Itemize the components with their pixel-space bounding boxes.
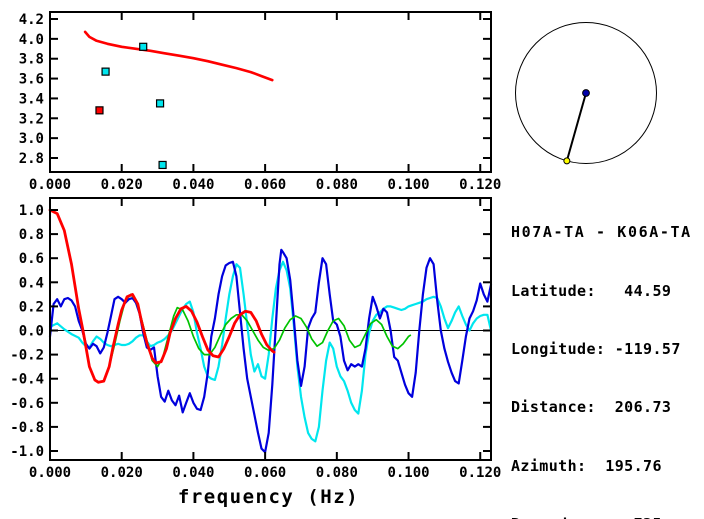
x-tick-label: 0.020	[101, 465, 143, 481]
records-row: Records: 725	[511, 515, 692, 519]
dispersion-marker	[155, 99, 165, 108]
x-tick-label: 0.120	[459, 177, 501, 193]
x-tick-label: 0.080	[316, 177, 358, 193]
distance-row: Distance: 206.73	[511, 398, 672, 417]
latitude-row: Latitude: 44.59	[511, 282, 672, 301]
x-tick-label: 0.040	[172, 177, 214, 193]
x-tick-label: 0.020	[101, 177, 143, 193]
series-reference-dispersion-curve	[83, 30, 274, 82]
x-tick-label: 0.060	[244, 177, 286, 193]
y-tick-label: 0.0	[19, 324, 44, 340]
y-tick-label: 0.6	[19, 251, 44, 267]
y-tick-label: 4.0	[19, 32, 44, 48]
y-tick-label: 3.4	[19, 91, 44, 107]
x-tick-label: 0.040	[172, 465, 214, 481]
station-info-panel: H07A-TA - K06A-TA Latitude: 44.59 Longit…	[511, 184, 692, 519]
y-tick-label: 3.6	[19, 72, 44, 88]
x-tick-label: 0.100	[387, 177, 429, 193]
y-tick-label: 4.2	[19, 12, 44, 28]
y-tick-label: -0.8	[10, 420, 44, 436]
y-tick-label: -0.2	[10, 348, 44, 364]
y-tick-label: -0.4	[10, 372, 44, 388]
x-tick-label: 0.060	[244, 465, 286, 481]
station-pair-title: H07A-TA - K06A-TA	[511, 222, 692, 241]
y-tick-label: -1.0	[10, 444, 44, 460]
series-red-trace	[48, 208, 276, 384]
y-tick-label: 0.2	[19, 299, 44, 315]
azimuth-row: Azimuth: 195.76	[511, 456, 662, 475]
dispersion-marker	[101, 67, 110, 76]
group-velocity-plot: 0.000 0.020 0.040 0.060 0.080 0.100 0.120 2.8 3.…	[19, 11, 501, 193]
y-tick-label: 0.8	[19, 227, 44, 243]
x-tick-label: 0.120	[459, 465, 501, 481]
x-tick-label: 0.000	[29, 465, 71, 481]
x-tick-label: 0.100	[387, 465, 429, 481]
center-station-dot	[582, 89, 590, 97]
dispersion-marker	[95, 106, 104, 115]
y-tick-label: 3.0	[19, 131, 44, 147]
y-tick-label: 2.8	[19, 151, 44, 167]
x-tick-label: 0.000	[29, 177, 71, 193]
x-tick-label: 0.080	[316, 465, 358, 481]
y-tick-label: 3.2	[19, 111, 44, 127]
dispersion-marker	[158, 160, 167, 170]
y-tick-label: 1.0	[19, 203, 44, 219]
x-axis-title: frequency (Hz)	[178, 486, 359, 508]
y-tick-label: 0.4	[19, 275, 44, 291]
waveform-plot: 0.000 0.020 0.040 0.060 0.080 0.100 0.120 1.0 0.…	[10, 197, 501, 508]
azimuth-endpoint-dot	[563, 157, 571, 165]
dispersion-marker	[139, 42, 148, 51]
azimuth-plot	[515, 22, 657, 165]
longitude-row: Longitude: -119.57	[511, 340, 681, 359]
y-tick-label: 3.8	[19, 52, 44, 68]
y-tick-label: -0.6	[10, 396, 44, 412]
